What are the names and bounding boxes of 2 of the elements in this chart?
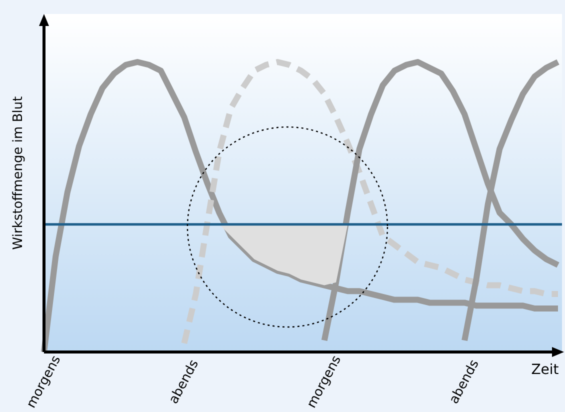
x-axis-title: Zeit — [531, 362, 560, 378]
y-axis-title: Wirkstoffmenge im Blut — [11, 96, 26, 250]
